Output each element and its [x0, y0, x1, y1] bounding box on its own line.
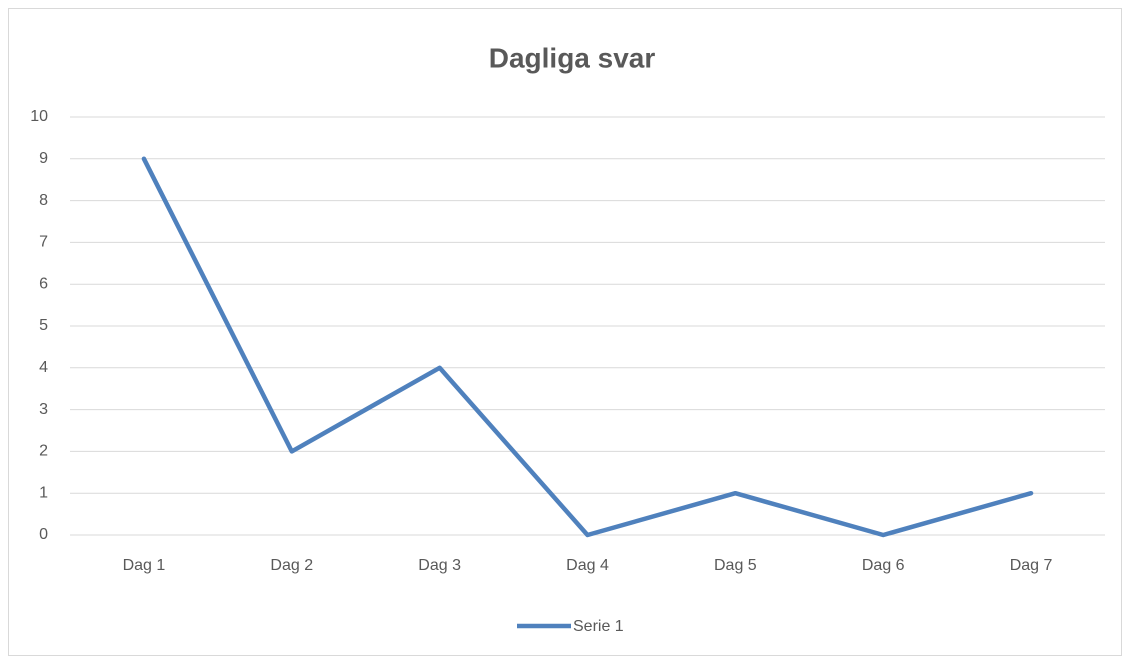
y-tick-label: 6: [39, 275, 48, 292]
chart-title: Dagliga svar: [489, 42, 656, 73]
x-tick-label: Dag 5: [714, 557, 757, 574]
y-tick-label: 5: [39, 317, 48, 334]
y-tick-label: 1: [39, 484, 48, 501]
legend-label: Serie 1: [573, 618, 624, 635]
chart-frame: [8, 8, 1122, 656]
y-tick-label: 9: [39, 150, 48, 167]
y-tick-label: 7: [39, 234, 48, 251]
y-tick-label: 0: [39, 526, 48, 543]
y-tick-label: 8: [39, 192, 48, 209]
y-tick-label: 10: [30, 108, 48, 125]
x-tick-label: Dag 2: [270, 557, 313, 574]
x-tick-label: Dag 3: [418, 557, 461, 574]
series-line: [141, 156, 1034, 538]
x-tick-label: Dag 1: [123, 557, 166, 574]
x-tick-label: Dag 4: [566, 557, 609, 574]
y-tick-label: 2: [39, 443, 48, 460]
x-tick-label: Dag 7: [1010, 557, 1053, 574]
y-tick-label: 4: [39, 359, 48, 376]
x-tick-label: Dag 6: [862, 557, 905, 574]
y-tick-label: 3: [39, 401, 48, 418]
